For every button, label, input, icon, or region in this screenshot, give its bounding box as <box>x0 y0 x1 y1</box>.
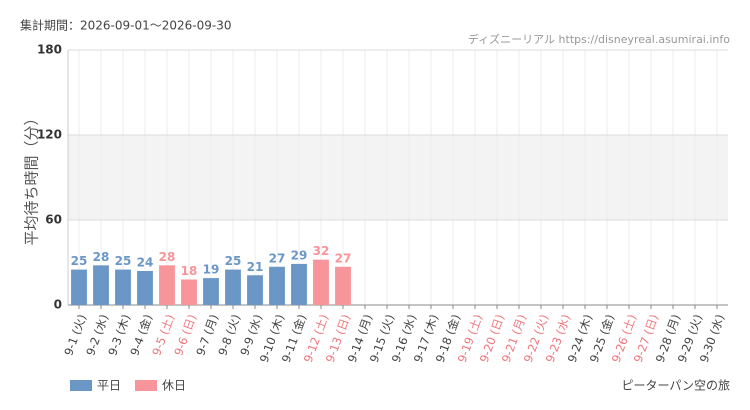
y-tick-label: 180 <box>37 43 62 57</box>
legend-label: 平日 <box>97 379 121 393</box>
y-axis-label: 平均待ち時間（分） <box>23 110 41 245</box>
value-label: 18 <box>181 264 198 278</box>
bar <box>313 259 329 305</box>
legend-label: 休日 <box>162 379 186 393</box>
bar <box>291 263 307 305</box>
y-tick-label: 0 <box>54 298 62 312</box>
bar <box>115 269 131 305</box>
value-label: 25 <box>71 254 88 268</box>
value-label: 27 <box>335 251 352 265</box>
footer: ピーターパン空の旅 <box>622 379 730 393</box>
y-tick-label: 120 <box>37 128 62 142</box>
value-label: 28 <box>159 250 176 264</box>
chart-title: 集計期間：2026-09-01～2026-09-30 <box>20 18 231 33</box>
bar <box>269 266 285 305</box>
bar <box>181 279 197 305</box>
value-label: 27 <box>269 251 286 265</box>
bar <box>159 265 175 305</box>
value-label: 24 <box>137 256 154 270</box>
legend-swatch <box>135 380 157 391</box>
bar <box>71 269 87 305</box>
value-label: 25 <box>115 254 132 268</box>
bar <box>335 266 351 305</box>
bar <box>247 275 263 305</box>
bar <box>203 278 219 305</box>
value-label: 19 <box>203 263 220 277</box>
source: ディズニーリアル https://disneyreal.asumirai.inf… <box>468 32 730 46</box>
value-label: 21 <box>247 260 264 274</box>
legend-swatch <box>70 380 92 391</box>
value-label: 32 <box>313 244 330 258</box>
shaded-band <box>68 135 728 220</box>
value-label: 28 <box>93 250 110 264</box>
bar <box>93 265 109 305</box>
value-label: 25 <box>225 254 242 268</box>
y-tick-label: 60 <box>45 213 62 227</box>
value-label: 29 <box>291 248 308 262</box>
bar <box>225 269 241 305</box>
bar <box>137 271 153 305</box>
